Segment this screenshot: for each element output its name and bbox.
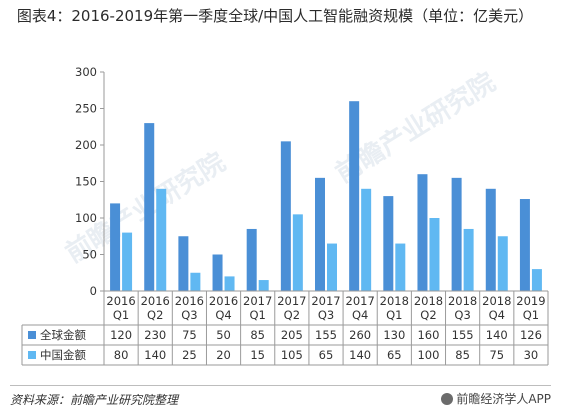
- legend-label: 中国金额: [40, 348, 86, 362]
- x-tick-label: 2019: [516, 294, 545, 308]
- data-label: 205: [281, 328, 303, 342]
- x-tick-label: Q3: [318, 308, 334, 322]
- data-label: 230: [144, 328, 166, 342]
- data-label: 75: [489, 348, 504, 362]
- data-label: 65: [319, 348, 334, 362]
- source-note: 资料来源：前瞻产业研究院整理: [10, 393, 179, 407]
- data-label: 105: [281, 348, 303, 362]
- x-tick-label: Q2: [147, 308, 163, 322]
- data-label: 126: [520, 328, 542, 342]
- data-label: 120: [110, 328, 132, 342]
- bar-global: [178, 236, 189, 291]
- x-tick-label: Q1: [523, 308, 539, 322]
- data-label: 100: [417, 348, 439, 362]
- bar-global: [246, 228, 257, 291]
- y-tick-label: 250: [75, 102, 97, 116]
- x-tick-label: 2017: [346, 294, 375, 308]
- x-tick-label: Q1: [113, 308, 129, 322]
- data-label: 85: [250, 328, 265, 342]
- y-tick-label: 50: [82, 248, 97, 262]
- data-label: 140: [144, 348, 166, 362]
- bar-china: [531, 269, 542, 291]
- bar-global: [417, 174, 428, 291]
- y-tick-label: 300: [75, 65, 97, 79]
- bar-global: [212, 254, 223, 291]
- x-tick-label: 2016: [175, 294, 204, 308]
- y-axis: 0 50 100 150 200 250 300: [75, 65, 105, 298]
- y-tick-label: 150: [75, 175, 97, 189]
- x-tick-label: Q4: [489, 308, 505, 322]
- x-tick-label: Q3: [454, 308, 470, 322]
- data-label: 15: [250, 348, 265, 362]
- bar-global: [485, 188, 496, 291]
- legend-swatch: [28, 331, 36, 339]
- data-label: 85: [455, 348, 470, 362]
- bar-china: [292, 214, 303, 291]
- bar-china: [327, 243, 337, 291]
- x-tick-label: Q4: [215, 308, 231, 322]
- bar-china: [497, 236, 508, 291]
- x-tick-label: 2017: [311, 294, 340, 308]
- legend-swatch: [28, 351, 36, 359]
- bar-global: [519, 199, 530, 291]
- x-tick-label: 2018: [448, 294, 477, 308]
- data-label: 130: [383, 328, 405, 342]
- x-tick-label: Q4: [352, 308, 368, 322]
- x-tick-label: 2018: [414, 294, 443, 308]
- bar-global: [280, 141, 291, 291]
- x-tick-label: 2018: [482, 294, 511, 308]
- bar-global: [451, 177, 462, 291]
- x-tick-label: Q2: [284, 308, 300, 322]
- bar-china: [429, 218, 440, 291]
- x-tick-label: Q3: [181, 308, 197, 322]
- data-label: 75: [182, 328, 197, 342]
- x-tick-label: 2016: [141, 294, 170, 308]
- data-label: 20: [216, 348, 231, 362]
- bar-china: [395, 243, 406, 291]
- y-tick-label: 100: [75, 211, 97, 225]
- bar-china: [122, 232, 133, 291]
- legend-label: 全球金额: [40, 328, 86, 342]
- bar-china: [190, 272, 201, 291]
- bar-china: [463, 228, 474, 291]
- data-label: 80: [114, 348, 129, 362]
- x-tick-label: 2016: [106, 294, 135, 308]
- bar-china: [156, 188, 167, 291]
- bar-global: [110, 203, 121, 291]
- x-tick-label: 2017: [243, 294, 272, 308]
- x-tick-label: 2016: [209, 294, 238, 308]
- data-label: 50: [216, 328, 231, 342]
- x-tick-label: 2018: [380, 294, 409, 308]
- y-tick-label: 200: [75, 138, 97, 152]
- bar-china: [361, 188, 372, 291]
- brand-logo-icon: [441, 393, 454, 405]
- data-label: 160: [417, 328, 439, 342]
- bar-china: [224, 276, 235, 291]
- data-label: 140: [349, 348, 371, 362]
- x-tick-label: 2017: [277, 294, 306, 308]
- bar-global: [144, 123, 155, 291]
- bars: [110, 101, 542, 291]
- data-label: 25: [182, 348, 197, 362]
- chart-title: 图表4：2016-2019年第一季度全球/中国人工智能融资规模（单位：亿美元）: [16, 7, 534, 25]
- data-label: 65: [387, 348, 402, 362]
- brand-label: 前瞻经济学人APP: [441, 390, 551, 407]
- x-tick-label: Q1: [250, 308, 266, 322]
- data-label: 260: [349, 328, 371, 342]
- data-label: 155: [452, 328, 474, 342]
- bar-global: [383, 196, 394, 291]
- brand-text: 前瞻经济学人APP: [456, 392, 551, 406]
- bar-global: [349, 101, 360, 291]
- bar-china: [258, 280, 269, 291]
- y-tick-label: 0: [90, 284, 97, 298]
- data-label: 155: [315, 328, 337, 342]
- x-tick-label: Q1: [386, 308, 402, 322]
- data-label: 140: [486, 328, 508, 342]
- x-tick-label: Q2: [420, 308, 436, 322]
- data-label: 30: [524, 348, 539, 362]
- footer-divider: [10, 385, 551, 386]
- data-table: 2016Q12016Q22016Q32016Q42017Q12017Q22017…: [21, 290, 549, 366]
- bar-global: [315, 177, 325, 291]
